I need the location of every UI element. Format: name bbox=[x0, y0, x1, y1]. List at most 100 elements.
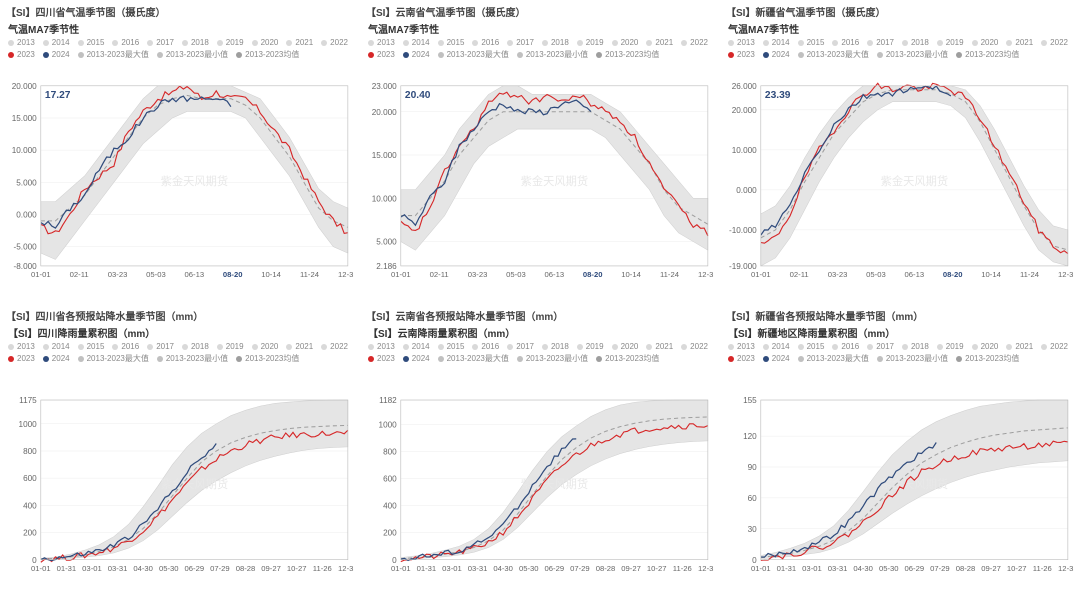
legend-label: 2022 bbox=[330, 38, 348, 48]
legend-label: 2013-2023最小值 bbox=[886, 50, 948, 60]
panel-title: 【SI】四川省气温季节图（摄氏度） bbox=[6, 4, 354, 19]
legend-label: 2017 bbox=[156, 342, 174, 352]
legend-label: 2020 bbox=[981, 342, 999, 352]
x-tick: 03-31 bbox=[108, 564, 128, 573]
legend-item: 2016 bbox=[112, 342, 139, 352]
legend-label: 2018 bbox=[191, 342, 209, 352]
legend-swatch bbox=[8, 52, 14, 58]
legend-swatch bbox=[577, 40, 583, 46]
legend-swatch bbox=[78, 344, 84, 350]
legend-label: 2013-2023均值 bbox=[605, 354, 659, 364]
legend-item: 2013 bbox=[8, 342, 35, 352]
legend-item: 2015 bbox=[798, 38, 825, 48]
legend-label: 2020 bbox=[621, 342, 639, 352]
legend-label: 2018 bbox=[551, 342, 569, 352]
legend-label: 2015 bbox=[87, 38, 105, 48]
svg-text:1000: 1000 bbox=[379, 421, 398, 430]
legend-item: 2014 bbox=[403, 342, 430, 352]
legend-item: 2014 bbox=[403, 38, 430, 48]
legend-label: 2019 bbox=[946, 342, 964, 352]
legend-label: 2020 bbox=[621, 38, 639, 48]
legend-item: 2019 bbox=[937, 342, 964, 352]
legend-item: 2013-2023最小值 bbox=[517, 354, 588, 364]
x-tick: 07-29 bbox=[210, 564, 230, 573]
legend-label: 2019 bbox=[226, 342, 244, 352]
legend-item: 2013-2023最小值 bbox=[517, 50, 588, 60]
legend-swatch bbox=[368, 344, 374, 350]
legend-item: 2013 bbox=[368, 38, 395, 48]
legend-item: 2020 bbox=[612, 38, 639, 48]
legend-item: 2022 bbox=[1041, 342, 1068, 352]
legend-label: 2013-2023最小值 bbox=[886, 354, 948, 364]
legend-label: 2014 bbox=[52, 342, 70, 352]
svg-text:200: 200 bbox=[383, 529, 397, 538]
svg-text:20.000: 20.000 bbox=[732, 106, 757, 115]
legend-item: 2020 bbox=[252, 38, 279, 48]
legend-swatch bbox=[368, 52, 374, 58]
legend-item: 2015 bbox=[438, 342, 465, 352]
legend-label: 2023 bbox=[17, 354, 35, 364]
legend: 2013201420152016201720182019202020212022… bbox=[728, 38, 1074, 60]
legend-swatch bbox=[8, 40, 14, 46]
legend-label: 2024 bbox=[772, 50, 790, 60]
watermark: 紫金天风期货 bbox=[161, 174, 229, 188]
legend-item: 2019 bbox=[577, 38, 604, 48]
legend-label: 2020 bbox=[981, 38, 999, 48]
legend-swatch bbox=[112, 344, 118, 350]
legend-swatch bbox=[646, 40, 652, 46]
svg-text:200: 200 bbox=[23, 529, 37, 538]
legend-item: 2023 bbox=[728, 50, 755, 60]
chart-panel: 【SI】四川省各预报站降水量季节图（mm） 【SI】四川降雨量累积图（mm） 201… bbox=[0, 304, 360, 608]
svg-text:20.000: 20.000 bbox=[12, 82, 37, 91]
legend-swatch bbox=[832, 344, 838, 350]
x-tick: 12-31 bbox=[698, 270, 714, 279]
legend: 2013201420152016201720182019202020212022… bbox=[8, 38, 354, 60]
chart-title: 【SI】四川降雨量累积图（mm） bbox=[8, 325, 354, 340]
x-tick: 03-31 bbox=[468, 564, 488, 573]
legend-swatch bbox=[43, 40, 49, 46]
legend-swatch bbox=[517, 356, 523, 362]
legend-label: 2024 bbox=[52, 50, 70, 60]
legend: 2013201420152016201720182019202020212022… bbox=[368, 342, 714, 364]
legend-label: 2013-2023最大值 bbox=[87, 50, 149, 60]
legend-label: 2020 bbox=[261, 342, 279, 352]
svg-text:120: 120 bbox=[743, 432, 757, 441]
svg-text:600: 600 bbox=[383, 475, 397, 484]
legend-swatch bbox=[798, 40, 804, 46]
legend-label: 2017 bbox=[876, 342, 894, 352]
legend-swatch bbox=[1041, 344, 1047, 350]
legend-label: 2019 bbox=[946, 38, 964, 48]
legend: 2013201420152016201720182019202020212022… bbox=[368, 38, 714, 60]
chart-title: 气温MA7季节性 bbox=[368, 21, 714, 36]
x-tick: 10-27 bbox=[647, 564, 667, 573]
legend-item: 2022 bbox=[1041, 38, 1068, 48]
legend-item: 2017 bbox=[147, 38, 174, 48]
x-tick: 03-23 bbox=[828, 270, 848, 279]
legend-label: 2013-2023均值 bbox=[245, 50, 299, 60]
x-tick: 05-30 bbox=[519, 564, 539, 573]
svg-text:15.000: 15.000 bbox=[12, 114, 37, 123]
legend-label: 2022 bbox=[330, 342, 348, 352]
watermark: 紫金天风期货 bbox=[521, 174, 589, 188]
x-tick: 01-31 bbox=[417, 564, 437, 573]
legend-item: 2020 bbox=[972, 38, 999, 48]
legend-swatch bbox=[403, 40, 409, 46]
panel-title: 【SI】四川省各预报站降水量季节图（mm） bbox=[6, 308, 354, 323]
legend-item: 2023 bbox=[8, 50, 35, 60]
plot-area: 0306090120155紫金天风期货01-0101-3103-0103-310… bbox=[726, 366, 1074, 606]
x-tick: 12-31 bbox=[1058, 270, 1074, 279]
x-tick: 12-31 bbox=[698, 564, 714, 573]
legend-item: 2013-2023最小值 bbox=[157, 50, 228, 60]
legend-swatch bbox=[1006, 344, 1012, 350]
x-tick: 03-23 bbox=[108, 270, 128, 279]
legend-label: 2019 bbox=[586, 342, 604, 352]
legend-label: 2022 bbox=[1050, 38, 1068, 48]
legend-swatch bbox=[763, 356, 769, 362]
legend-swatch bbox=[403, 344, 409, 350]
legend-item: 2014 bbox=[43, 342, 70, 352]
legend-label: 2013-2023均值 bbox=[965, 50, 1019, 60]
legend-swatch bbox=[472, 344, 478, 350]
legend-label: 2013 bbox=[377, 342, 395, 352]
legend-swatch bbox=[217, 344, 223, 350]
legend-swatch bbox=[438, 356, 444, 362]
